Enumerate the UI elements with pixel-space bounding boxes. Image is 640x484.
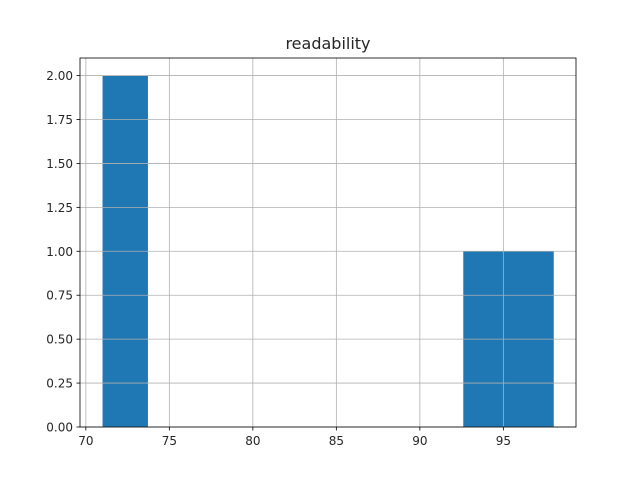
- x-tick-label: 95: [496, 434, 511, 448]
- y-tick-label: 0.25: [46, 377, 73, 391]
- x-tick-label: 90: [412, 434, 427, 448]
- y-tick-label: 0.50: [46, 333, 73, 347]
- chart-title: readability: [285, 34, 370, 53]
- y-tick-label: 1.00: [46, 245, 73, 259]
- x-tick-label: 70: [78, 434, 93, 448]
- plot-frame: [79, 57, 577, 428]
- y-tick-label: 0.00: [46, 421, 73, 435]
- y-tick-label: 1.75: [46, 113, 73, 127]
- y-tick-label: 2.00: [46, 69, 73, 83]
- y-tick-label: 1.50: [46, 157, 73, 171]
- x-tick-label: 80: [245, 434, 260, 448]
- y-tick-label: 0.75: [46, 289, 73, 303]
- y-tick-label: 1.25: [46, 201, 73, 215]
- x-tick-label: 85: [329, 434, 344, 448]
- x-tick-label: 75: [162, 434, 177, 448]
